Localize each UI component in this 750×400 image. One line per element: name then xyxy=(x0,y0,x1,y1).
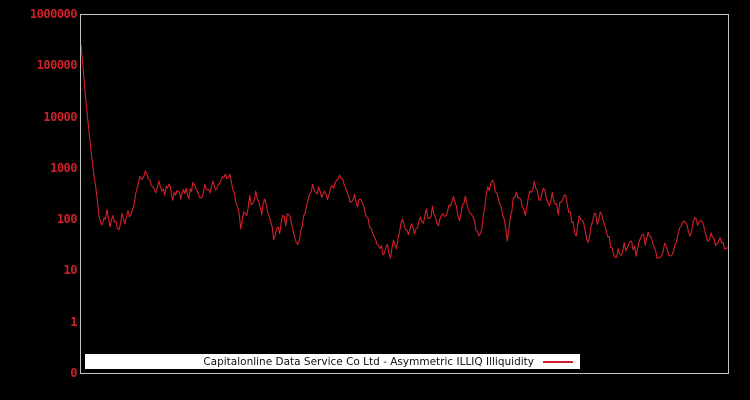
legend: Capitalonline Data Service Co Ltd - Asym… xyxy=(85,354,580,369)
legend-label: Capitalonline Data Service Co Ltd - Asym… xyxy=(203,355,534,368)
y-tick-label: 1000 xyxy=(50,160,77,175)
y-axis-tick-labels: 1000000 100000 10000 1000 100 10 1 0 xyxy=(0,0,78,400)
legend-line-sample-icon xyxy=(543,360,573,363)
y-tick-label: 10000 xyxy=(43,109,77,124)
plot-area xyxy=(80,14,729,374)
series-polyline xyxy=(81,44,728,259)
illiquidity-line-series xyxy=(81,44,728,259)
y-tick-label: 1 xyxy=(70,314,77,329)
y-tick-label: 0 xyxy=(70,366,77,380)
y-tick-label: 100 xyxy=(56,212,78,227)
y-tick-label: 1000000 xyxy=(29,7,78,21)
y-tick-label: 100000 xyxy=(36,58,78,73)
y-tick-label: 10 xyxy=(63,263,78,278)
